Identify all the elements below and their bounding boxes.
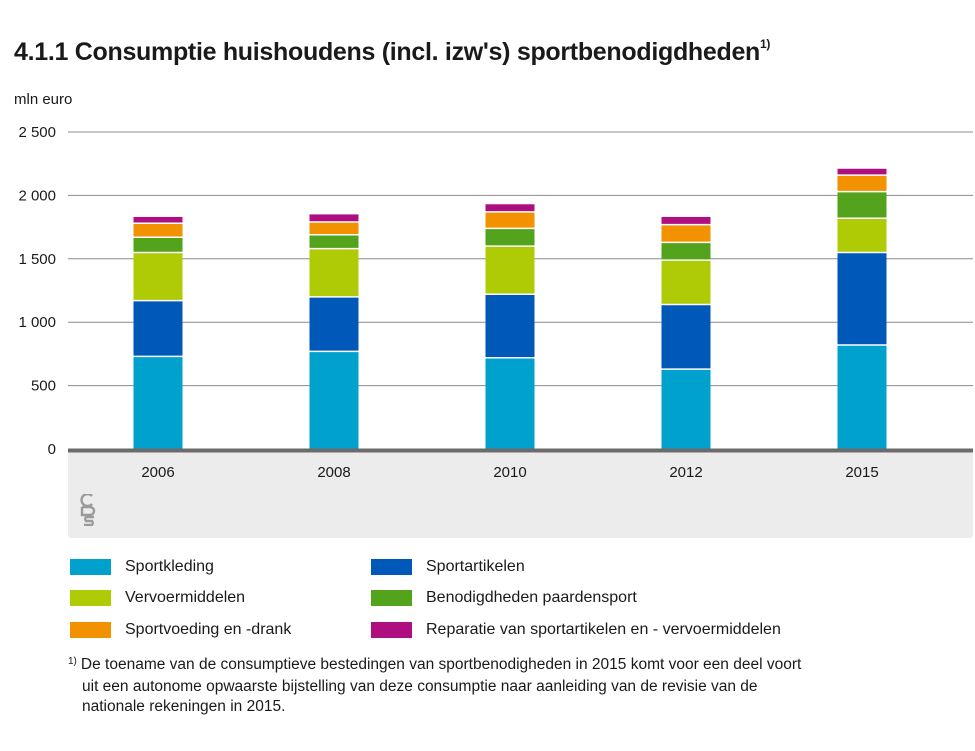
legend-swatch xyxy=(70,622,111,638)
footnote-line-2: uit een autonome opwaarste bijstelling v… xyxy=(68,677,948,697)
y-tick-label: 1 500 xyxy=(18,251,56,268)
x-tick-label: 2015 xyxy=(845,464,878,481)
title-footnote-mark: 1) xyxy=(760,36,771,51)
chart-title: 4.1.1 Consumptie huishoudens (incl. izw'… xyxy=(14,36,771,67)
bar-segment xyxy=(661,242,711,261)
bar-segment xyxy=(309,248,359,297)
cbs-logo-icon xyxy=(78,492,100,527)
bar-segment xyxy=(485,357,535,449)
unit-label: mln euro xyxy=(14,91,73,108)
legend-label: Sportvoeding en -drank xyxy=(125,621,292,638)
legend-item: Benodigdheden paardensport xyxy=(371,589,637,607)
bar-segment xyxy=(133,237,183,253)
x-tick-label: 2008 xyxy=(317,464,350,481)
x-tick-label: 2012 xyxy=(669,464,702,481)
bar-segment xyxy=(837,345,887,449)
bar-segment xyxy=(309,234,359,249)
bar-segment xyxy=(133,252,183,301)
stacked-bar-chart: 0 500 1 000 1 500 2 000 2 500 2006 2008 2010 2012… xyxy=(18,124,973,538)
y-tick-label: 1 000 xyxy=(18,314,56,331)
legend-item: Sportkleding xyxy=(70,558,214,576)
footnote-line-3: nationale rekeningen in 2015. xyxy=(68,697,948,717)
footnote-text-3: nationale rekeningen in 2015. xyxy=(82,698,286,715)
bar-segment xyxy=(309,222,359,235)
legend-item: Sportartikelen xyxy=(371,558,525,576)
legend-swatch xyxy=(70,590,111,606)
bar-segment xyxy=(309,351,359,449)
bar-segment xyxy=(309,214,359,223)
bar-segment xyxy=(837,168,887,176)
bar-segment xyxy=(133,300,183,357)
legend-label: Sportartikelen xyxy=(426,558,525,575)
bar-segment xyxy=(661,224,711,243)
bar-segment xyxy=(661,216,711,225)
bar-segment xyxy=(837,252,887,346)
footnote: 1) De toename van de consumptieve bestedi… xyxy=(68,655,948,717)
legend-swatch xyxy=(371,590,412,606)
bar-segment xyxy=(133,223,183,238)
bar-segment xyxy=(485,294,535,358)
legend-item: Reparatie van sportartikelen en - vervoe… xyxy=(371,621,781,639)
legend-label: Benodigdheden paardensport xyxy=(426,589,637,606)
bar-segment xyxy=(133,356,183,449)
bar-segment xyxy=(661,304,711,370)
x-tick-label: 2010 xyxy=(493,464,526,481)
bar-segment xyxy=(837,191,887,219)
chart-title-text: 4.1.1 Consumptie huishoudens (incl. izw'… xyxy=(14,38,761,66)
bar-segment xyxy=(485,204,535,212)
x-tick-label: 2006 xyxy=(141,464,174,481)
bar-segment xyxy=(485,211,535,229)
y-tick-label: 2 000 xyxy=(18,187,56,204)
y-tick-label: 500 xyxy=(31,378,56,395)
legend-item: Vervoermiddelen xyxy=(70,589,245,607)
legend-label: Vervoermiddelen xyxy=(125,589,246,606)
legend-swatch xyxy=(70,559,111,575)
bar-segment xyxy=(309,296,359,352)
legend-item: Sportvoeding en -drank xyxy=(70,621,291,639)
y-tick-label: 0 xyxy=(48,441,56,458)
legend-swatch xyxy=(371,622,412,638)
axis-footer-band xyxy=(68,449,973,538)
footnote-text-1: De toename van de consumptieve besteding… xyxy=(80,656,802,673)
bar-segment xyxy=(661,260,711,305)
bar-segment xyxy=(837,175,887,192)
bar-segment xyxy=(133,216,183,224)
legend-label: Reparatie van sportartikelen en - vervoe… xyxy=(426,621,781,638)
footnote-line-1: 1) De toename van de consumptieve bestedi… xyxy=(68,655,948,677)
bar-segment xyxy=(661,369,711,449)
footnote-mark: 1) xyxy=(68,656,77,667)
y-tick-label: 2 500 xyxy=(18,124,56,141)
bar-segment xyxy=(485,228,535,247)
legend-swatch xyxy=(371,559,412,575)
footnote-text-2: uit een autonome opwaarste bijstelling v… xyxy=(82,678,758,695)
legend-label: Sportkleding xyxy=(125,558,214,575)
bar-segment xyxy=(837,218,887,253)
bar-segment xyxy=(485,246,535,295)
